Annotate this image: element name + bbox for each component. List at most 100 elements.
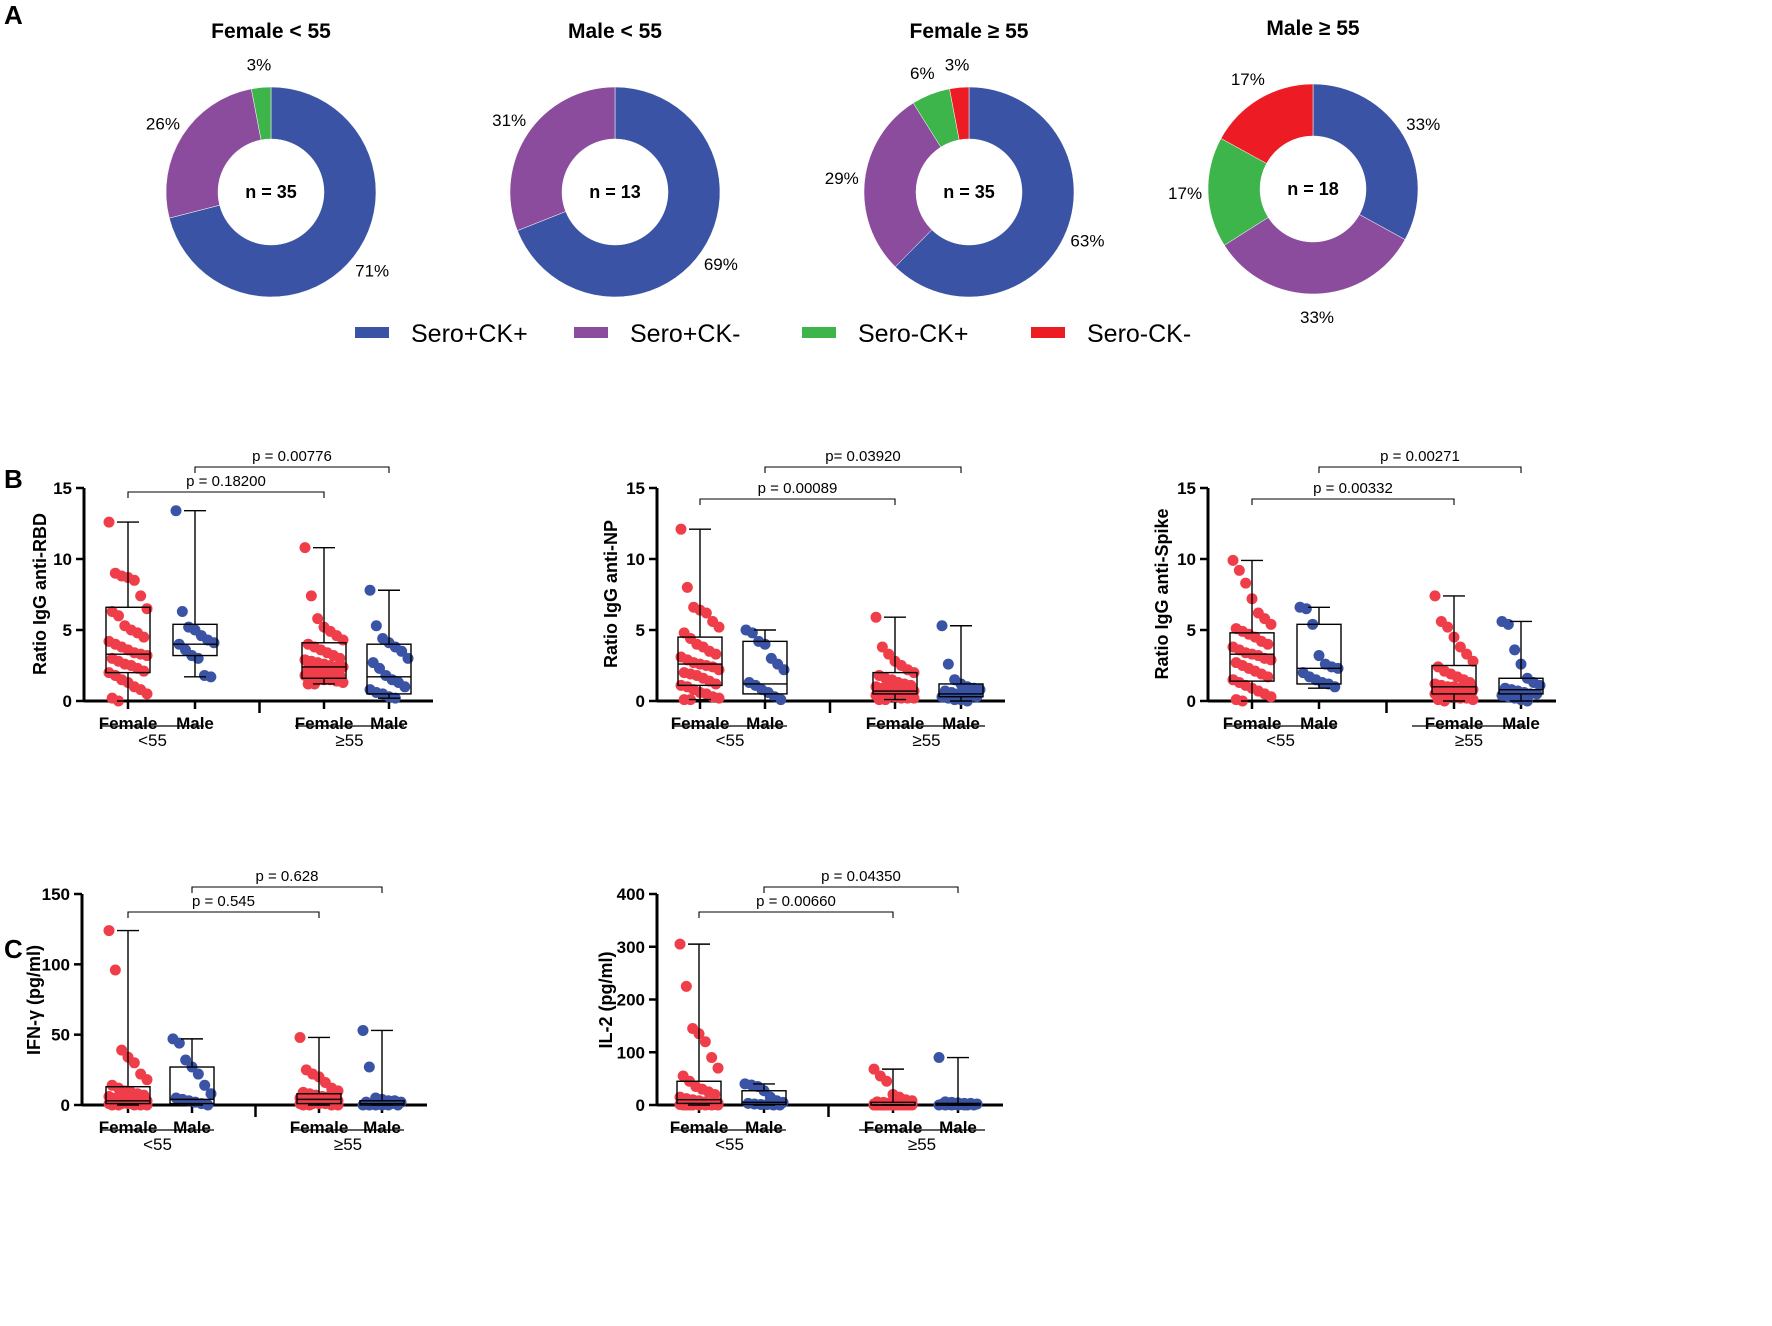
group-label: <55 [1266,731,1295,750]
box-group [740,624,790,706]
data-point [138,665,150,677]
legend-label: Sero+CK- [630,320,740,348]
slice-label: 17% [1231,70,1265,89]
data-point [402,652,414,664]
data-point [936,620,948,632]
slice-label: 6% [910,64,935,83]
pie-slice [1220,83,1314,164]
data-point [170,505,182,517]
legend-label: Sero+CK+ [411,320,528,348]
y-tick-label: 10 [53,550,72,569]
box-group [933,1052,983,1111]
slice-label: 33% [1406,115,1440,134]
data-point [1467,655,1479,667]
slice-label: 3% [945,56,970,75]
pie-title: Male ≥ 55 [1266,17,1360,40]
pie-slice [165,88,262,219]
data-point [1454,641,1466,653]
data-point [205,1088,217,1100]
pie-title: Male < 55 [568,20,662,43]
y-axis-label: IL-2 (pg/ml) [596,952,616,1049]
box-group [675,523,725,706]
box [742,640,788,695]
group-label: ≥55 [334,1135,362,1154]
category-label: Male [1300,714,1338,733]
data-point [205,671,217,683]
sample-size-label: n = 35 [245,182,297,202]
data-point [1265,691,1277,703]
box [872,671,918,695]
data-point [713,621,725,633]
category-label: Female [671,714,730,733]
group-label: ≥55 [908,1135,936,1154]
data-point [363,1061,375,1073]
data-point [1262,671,1274,683]
group-label: ≥55 [912,731,940,750]
data-point [1240,577,1252,589]
y-tick-label: 5 [1187,621,1196,640]
donut-chart-female-under-55: Female < 55 71% 26% 3% n = 35 [146,20,389,298]
box [359,1100,405,1106]
box-group [674,938,724,1111]
data-point [138,631,150,643]
data-point [778,664,790,676]
group-label: <55 [716,731,745,750]
category-label: Female [295,714,354,733]
category-label: Female [866,714,925,733]
box [938,683,984,698]
y-tick-label: 5 [636,621,645,640]
data-point [1442,621,1454,633]
group-label: <55 [143,1135,172,1154]
significance-bracket [764,466,962,473]
category-label: Female [1425,714,1484,733]
data-point [699,1036,711,1048]
box [677,636,723,687]
data-point [396,645,408,657]
box [105,606,151,674]
slice-label: 3% [247,56,272,75]
y-tick-label: 10 [626,550,645,569]
data-point [680,980,692,992]
group-label: ≥55 [1455,731,1483,750]
significance-bracket [127,911,320,918]
box-group [1294,601,1344,693]
box-group [299,542,349,690]
significance-bracket [194,466,390,473]
box-group [739,1078,789,1111]
y-tick-label: 0 [1187,692,1196,711]
data-point [881,1075,893,1087]
y-tick-label: 400 [617,885,645,904]
p-value-label: p = 0.00332 [1313,480,1393,497]
data-point [305,590,317,602]
data-point [332,1099,344,1111]
legend: Sero+CK+ Sero+CK- Sero-CK+ Sero-CK- [355,320,1191,348]
data-point [128,574,140,586]
data-point [712,1099,724,1111]
legend-swatch [574,327,608,338]
data-point [1227,554,1239,566]
category-label: Female [99,714,158,733]
box [296,1093,342,1105]
pie-slice [894,86,1075,298]
box [301,642,347,679]
category-label: Male [370,714,408,733]
legend-swatch [802,327,836,338]
data-point [128,1057,140,1069]
box-group [936,620,986,707]
data-point [357,1024,369,1036]
sample-size-label: n = 18 [1287,179,1339,199]
data-point [103,516,115,528]
slice-label: 63% [1070,232,1104,251]
data-point [706,1052,718,1064]
y-axis-label: Ratio IgG anti-RBD [30,513,50,675]
box-group [294,1031,344,1111]
category-label: Male [173,1118,211,1137]
data-point [199,1079,211,1091]
p-value-label: p = 0.545 [192,893,255,910]
data-point [337,677,349,689]
data-point [312,613,324,625]
data-point [1509,644,1521,656]
y-tick-label: 5 [63,621,72,640]
legend-swatch [355,327,389,338]
